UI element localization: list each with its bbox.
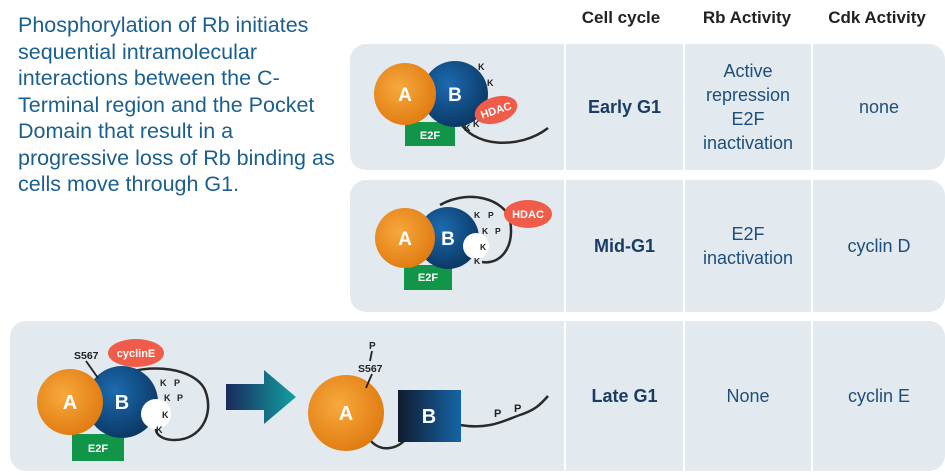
row-panel-late-g1: [10, 321, 945, 471]
p-label: P: [174, 378, 180, 388]
divider: [564, 44, 566, 170]
cell-cycle-early-g1: Early G1: [587, 96, 662, 117]
domain-a: [375, 208, 435, 268]
divider: [811, 44, 813, 170]
domain-b: [417, 207, 479, 269]
c-terminal-tail: [459, 395, 549, 428]
e2f-label: E2F: [88, 443, 108, 455]
rb-activity-late-g1: None: [726, 385, 770, 406]
e2f-label: E2F: [418, 272, 438, 284]
header-cdk-activity: Cdk Activity: [828, 8, 926, 27]
domain-a-label: A: [398, 229, 412, 250]
linker: [369, 439, 406, 450]
k-label: K: [160, 378, 167, 388]
cell-cycle-mid-g1: Mid-G1: [594, 235, 655, 256]
cleft-pocket: [463, 233, 489, 259]
p-label: P: [369, 341, 376, 352]
late-g1-right-diagram: A B S567 P P P: [308, 341, 549, 451]
domain-b: [86, 366, 158, 438]
p-label: P: [177, 393, 183, 403]
cdk-activity-mid-g1: cyclin D: [847, 235, 911, 256]
domain-a: [374, 63, 436, 125]
domain-b: [422, 61, 488, 127]
c-terminal-tail: [456, 117, 549, 144]
k-label: K: [487, 78, 494, 88]
k-label: K: [164, 393, 171, 403]
k-label: K: [474, 256, 481, 266]
k-label: K: [480, 242, 487, 252]
divider: [683, 180, 685, 312]
e2f-box: [405, 122, 455, 146]
early-g1-diagram: E2F A B HDAC K K K K: [374, 61, 549, 146]
cleft-pocket: [141, 399, 171, 429]
cycline-label: cyclinE: [117, 348, 156, 360]
divider: [564, 180, 566, 312]
cdk-activity-late-g1: cyclin E: [847, 385, 910, 406]
cell-cycle-late-g1: Late G1: [591, 385, 658, 406]
s567-leader: [365, 373, 373, 389]
p-label: P: [495, 226, 501, 236]
divider: [564, 321, 566, 471]
domain-b: [398, 390, 461, 442]
domain-b-label: B: [115, 392, 129, 414]
hdac-label: HDAC: [512, 209, 544, 221]
k-label: K: [478, 62, 485, 72]
transition-arrow: [226, 370, 296, 424]
divider: [811, 321, 813, 471]
p-leader: [369, 350, 373, 362]
header-rb-activity: Rb Activity: [702, 8, 792, 27]
k-label: K: [464, 123, 471, 133]
p-label: P: [488, 210, 494, 220]
domain-b-label: B: [422, 406, 436, 428]
divider: [683, 321, 685, 471]
mid-g1-diagram: E2F A B HDAC K P K P K K: [375, 195, 552, 290]
domain-a: [37, 369, 103, 435]
domain-a-label: A: [63, 392, 77, 414]
divider: [683, 44, 685, 170]
k-label: K: [482, 226, 489, 236]
domain-b-label: B: [448, 85, 462, 106]
e2f-label: E2F: [420, 130, 440, 142]
domain-a-label: A: [398, 85, 412, 106]
p-label: P: [494, 408, 501, 420]
domain-a-label: A: [339, 403, 353, 425]
e2f-box: [404, 265, 452, 290]
rb-activity-early-g1: Active repression E2F inactivation: [702, 61, 794, 153]
s567-leader: [85, 360, 99, 379]
c-terminal-tail: [117, 367, 210, 442]
domain-a: [308, 375, 384, 451]
k-label: K: [162, 410, 169, 420]
rb-activity-mid-g1: E2F inactivation: [702, 224, 794, 268]
p-label: P: [514, 403, 521, 415]
hdac-badge: [474, 95, 518, 125]
domain-b-label: B: [441, 229, 455, 250]
s567-label: S567: [74, 350, 99, 362]
late-g1-left-diagram: E2F A B S567 cyclinE K P K P K K: [37, 339, 210, 461]
cdk-activity-early-g1: none: [858, 96, 900, 117]
k-label: K: [156, 425, 163, 435]
divider: [811, 180, 813, 312]
header-cell-cycle: Cell cycle: [581, 8, 661, 27]
intro-text: Phosphorylation of Rb initiates sequenti…: [18, 13, 335, 196]
k-label: K: [473, 119, 480, 129]
hdac-badge: [504, 200, 552, 228]
s567-label: S567: [358, 363, 383, 375]
cycline-badge: [108, 339, 164, 367]
k-label: K: [474, 210, 481, 220]
e2f-box: [72, 434, 124, 461]
